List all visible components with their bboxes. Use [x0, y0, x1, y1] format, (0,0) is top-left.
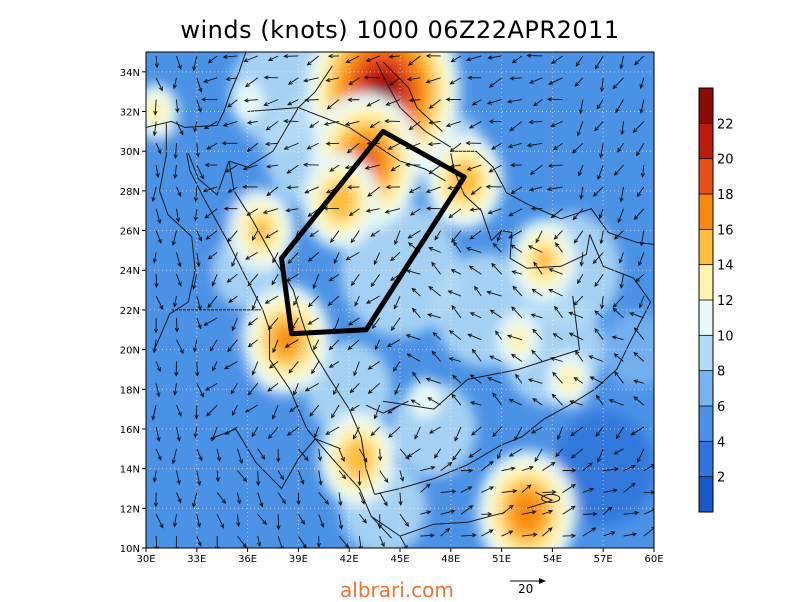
colorbar-swatch: [699, 123, 713, 158]
colorbar-swatch: [699, 194, 713, 229]
footer-watermark: albrari.com: [340, 578, 454, 602]
colorbar-label: 8: [717, 365, 725, 380]
colorbar-swatch: [699, 406, 713, 441]
colorbar-label: 2: [717, 471, 725, 486]
colorbar-swatch: [699, 159, 713, 194]
colorbar-label: 10: [717, 329, 734, 344]
colorbar-swatch: [699, 371, 713, 406]
colorbar-label: 16: [717, 223, 734, 238]
colorbar-swatch: [699, 229, 713, 264]
colorbar-swatch: [699, 300, 713, 335]
colorbar-label: 22: [717, 117, 734, 132]
colorbar-label: 6: [717, 400, 725, 415]
colorbar-swatch: [699, 335, 713, 370]
colorbar-swatch: [699, 265, 713, 300]
colorbar-swatch: [699, 441, 713, 476]
colorbar-label: 18: [717, 188, 734, 203]
colorbar-label: 12: [717, 294, 734, 309]
colorbar-label: 4: [717, 435, 725, 450]
colorbar-swatch: [699, 88, 713, 123]
colorbar-label: 20: [717, 153, 734, 168]
reference-vector-label: 20: [518, 582, 533, 596]
colorbar-swatch: [699, 477, 713, 512]
colorbar-label: 14: [717, 259, 734, 274]
